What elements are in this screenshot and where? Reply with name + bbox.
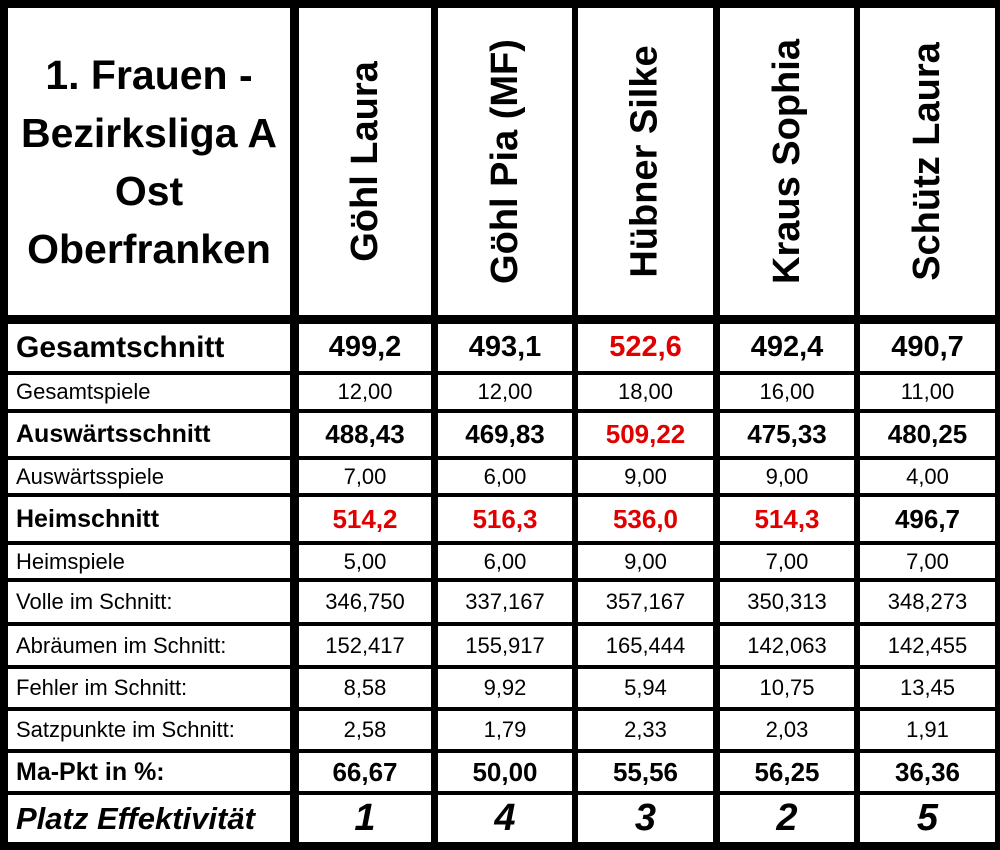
value-cell: 516,3 [438, 497, 572, 541]
value-cell: 155,917 [438, 626, 572, 665]
title-line: Oberfranken [27, 225, 271, 272]
value-cell: 18,00 [578, 375, 713, 409]
value-cell: 514,2 [299, 497, 431, 541]
value-cell: 4 [438, 795, 572, 842]
value-cell: 9,00 [720, 460, 854, 493]
value-cell: 475,33 [720, 413, 854, 456]
player-name: Hübner Silke [624, 45, 667, 278]
row-label: Heimschnitt [8, 497, 290, 541]
value-cell: 469,83 [438, 413, 572, 456]
title-line: Ost [114, 167, 184, 214]
title-line: 1. Frauen - [45, 51, 253, 98]
row-label: Satzpunkte im Schnitt: [8, 711, 290, 749]
value-cell: 6,00 [438, 545, 572, 578]
value-cell: 11,00 [860, 375, 995, 409]
value-cell: 7,00 [860, 545, 995, 578]
value-cell: 493,1 [438, 324, 572, 371]
row-label: Fehler im Schnitt: [8, 669, 290, 707]
value-cell: 4,00 [860, 460, 995, 493]
value-cell: 2,58 [299, 711, 431, 749]
value-cell: 55,56 [578, 753, 713, 791]
player-name: Schütz Laura [906, 42, 949, 281]
value-cell: 6,00 [438, 460, 572, 493]
column-header-player: Kraus Sophia [720, 8, 854, 315]
value-cell: 7,00 [720, 545, 854, 578]
value-cell: 514,3 [720, 497, 854, 541]
column-header-player: Göhl Pia (MF) [438, 8, 572, 315]
value-cell: 13,45 [860, 669, 995, 707]
value-cell: 1,91 [860, 711, 995, 749]
value-cell: 5,94 [578, 669, 713, 707]
player-name: Kraus Sophia [765, 39, 808, 284]
row-label: Abräumen im Schnitt: [8, 626, 290, 665]
value-cell: 337,167 [438, 582, 572, 622]
value-cell: 12,00 [438, 375, 572, 409]
column-header-player: Schütz Laura [860, 8, 995, 315]
value-cell: 9,00 [578, 545, 713, 578]
value-cell: 350,313 [720, 582, 854, 622]
value-cell: 36,36 [860, 753, 995, 791]
value-cell: 496,7 [860, 497, 995, 541]
value-cell: 536,0 [578, 497, 713, 541]
value-cell: 12,00 [299, 375, 431, 409]
value-cell: 499,2 [299, 324, 431, 371]
value-cell: 1,79 [438, 711, 572, 749]
value-cell: 2,33 [578, 711, 713, 749]
row-label: Ma-Pkt in %: [8, 753, 290, 791]
value-cell: 3 [578, 795, 713, 842]
value-cell: 480,25 [860, 413, 995, 456]
table-title: 1. Frauen - Bezirksliga A Ost Oberfranke… [8, 8, 290, 315]
row-label: Volle im Schnitt: [8, 582, 290, 622]
player-name: Göhl Laura [343, 61, 386, 262]
row-label: Auswärtsschnitt [8, 413, 290, 456]
row-label: Heimspiele [8, 545, 290, 578]
column-header-player: Hübner Silke [578, 8, 713, 315]
player-name: Göhl Pia (MF) [483, 39, 526, 284]
value-cell: 8,58 [299, 669, 431, 707]
value-cell: 2,03 [720, 711, 854, 749]
row-label: Platz Effektivität [8, 795, 290, 842]
value-cell: 66,67 [299, 753, 431, 791]
column-header-player: Göhl Laura [299, 8, 431, 315]
value-cell: 9,00 [578, 460, 713, 493]
value-cell: 490,7 [860, 324, 995, 371]
value-cell: 492,4 [720, 324, 854, 371]
value-cell: 152,417 [299, 626, 431, 665]
value-cell: 488,43 [299, 413, 431, 456]
value-cell: 346,750 [299, 582, 431, 622]
value-cell: 165,444 [578, 626, 713, 665]
row-label: Gesamtschnitt [8, 324, 290, 371]
value-cell: 142,063 [720, 626, 854, 665]
value-cell: 2 [720, 795, 854, 842]
value-cell: 16,00 [720, 375, 854, 409]
value-cell: 348,273 [860, 582, 995, 622]
row-label: Gesamtspiele [8, 375, 290, 409]
value-cell: 7,00 [299, 460, 431, 493]
value-cell: 509,22 [578, 413, 713, 456]
value-cell: 5 [860, 795, 995, 842]
value-cell: 142,455 [860, 626, 995, 665]
title-line: Bezirksliga A [21, 109, 277, 156]
value-cell: 1 [299, 795, 431, 842]
value-cell: 357,167 [578, 582, 713, 622]
value-cell: 10,75 [720, 669, 854, 707]
value-cell: 56,25 [720, 753, 854, 791]
value-cell: 9,92 [438, 669, 572, 707]
value-cell: 5,00 [299, 545, 431, 578]
value-cell: 522,6 [578, 324, 713, 371]
row-label: Auswärtsspiele [8, 460, 290, 493]
value-cell: 50,00 [438, 753, 572, 791]
